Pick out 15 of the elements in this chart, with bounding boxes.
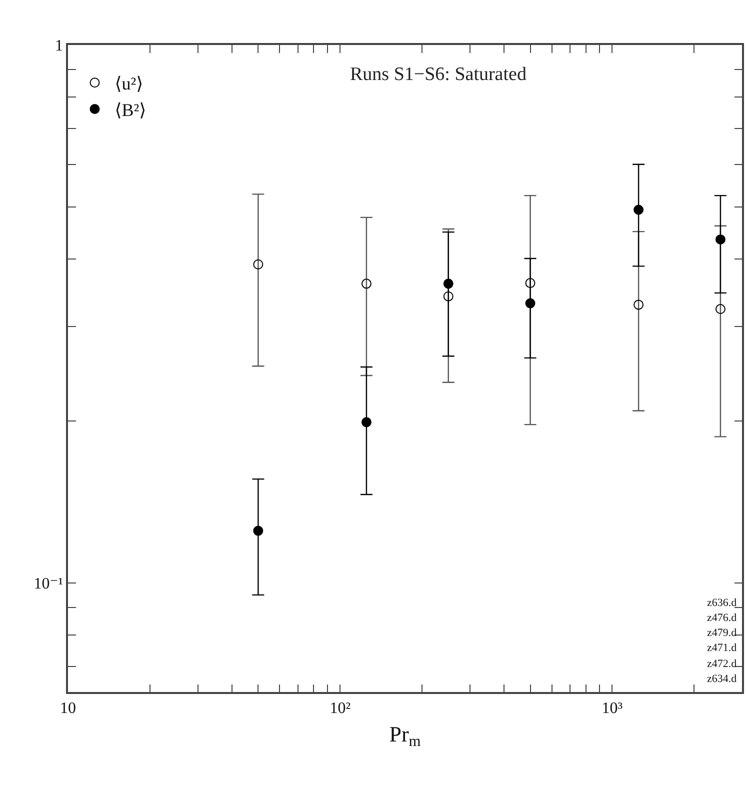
x-tick-label: 10²	[330, 700, 351, 717]
annotation: z634.d	[707, 673, 738, 685]
annotation: z636.d	[707, 597, 738, 609]
x-tick-label: 10	[60, 700, 76, 717]
x-axis-title: Pr$_{m}$	[389, 721, 421, 750]
legend-label: ⟨u²⟩	[114, 74, 144, 94]
annotation: z471.d	[707, 642, 738, 654]
annotation: z476.d	[707, 612, 738, 624]
legend-label: ⟨B²⟩	[114, 100, 146, 120]
y-tick-label: 1	[55, 38, 64, 55]
annotation: z479.d	[707, 627, 738, 639]
y-tick-label: 10⁻¹	[34, 576, 64, 593]
text: Runs S1−S6: Saturated	[350, 64, 527, 85]
x-tick-label: 10³	[602, 700, 623, 717]
annotation: z472.d	[707, 658, 738, 670]
